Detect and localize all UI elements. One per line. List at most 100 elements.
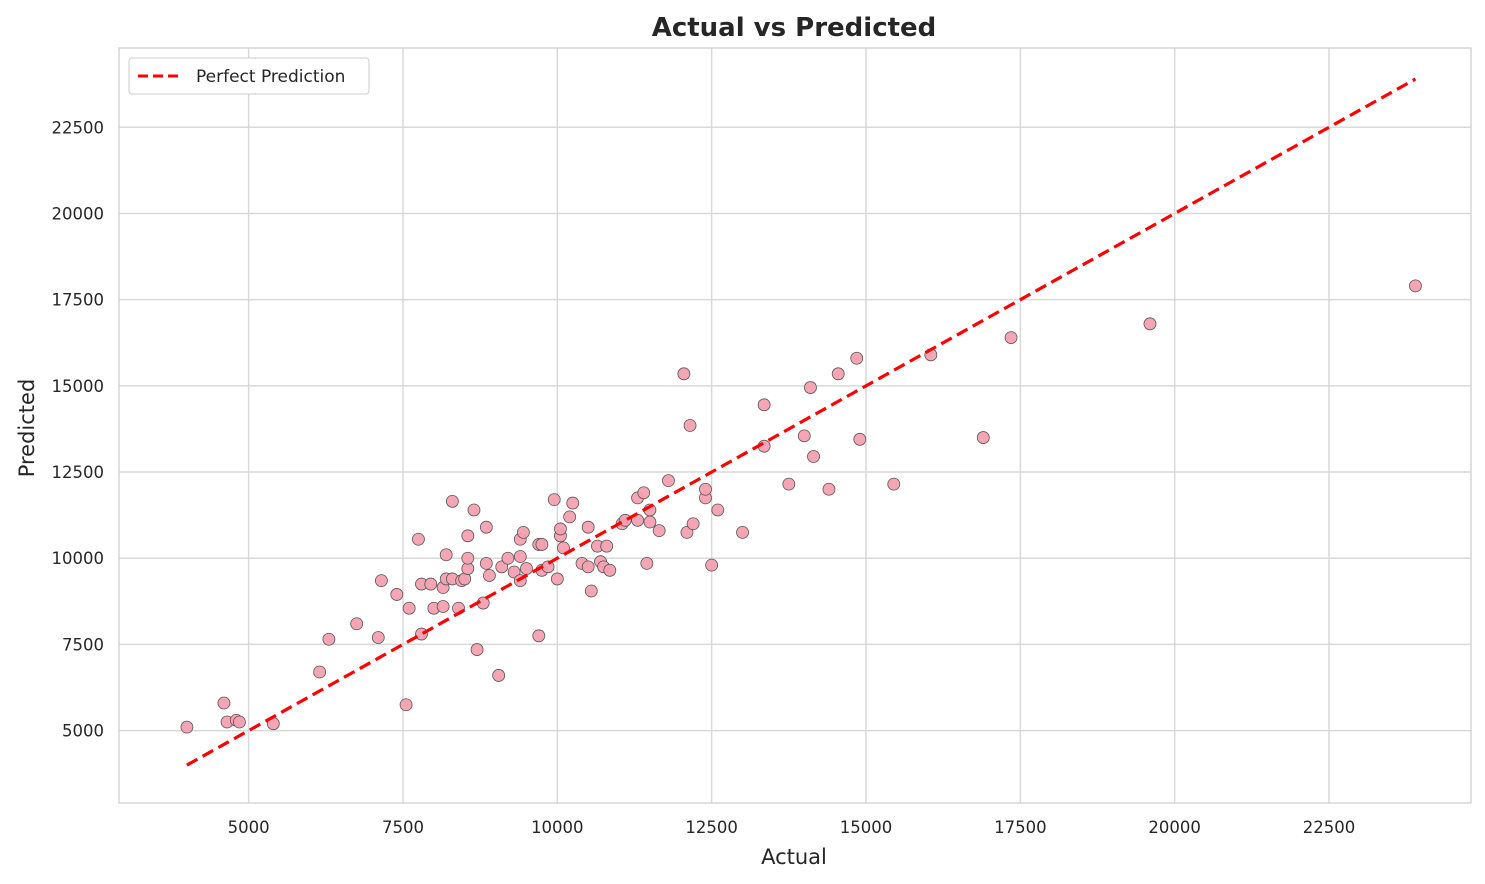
scatter-point bbox=[557, 541, 570, 555]
scatter-point bbox=[350, 617, 364, 631]
scatter-point bbox=[652, 524, 666, 538]
scatter-point bbox=[461, 551, 475, 565]
scatter-point bbox=[699, 482, 712, 496]
scatter-point bbox=[1143, 317, 1157, 331]
scatter-point bbox=[976, 431, 990, 444]
scatter-point bbox=[439, 548, 453, 562]
y-tick-label: 17500 bbox=[52, 291, 105, 310]
legend-label: Perfect Prediction bbox=[196, 67, 345, 87]
scatter-point bbox=[782, 477, 796, 491]
x-tick-label: 7500 bbox=[382, 818, 424, 837]
x-tick-label: 22500 bbox=[1303, 818, 1356, 837]
x-tick-label: 17500 bbox=[994, 818, 1047, 837]
x-tick-labels: 5000 7500 10000 12500 15000 17500 20000 22500 bbox=[228, 818, 1356, 837]
scatter-point bbox=[640, 556, 654, 570]
legend: Perfect Prediction bbox=[128, 57, 370, 95]
scatter-point bbox=[483, 569, 496, 582]
data-points bbox=[180, 77, 1422, 767]
scatter-point bbox=[535, 538, 549, 551]
y-tick-label: 20000 bbox=[52, 204, 105, 223]
scatter-point bbox=[736, 525, 749, 539]
x-tick-label: 5000 bbox=[228, 818, 270, 837]
chart-title: Actual vs Predicted bbox=[652, 13, 937, 43]
x-tick-label: 12500 bbox=[685, 818, 738, 837]
scatter-point bbox=[850, 351, 864, 365]
scatter-point bbox=[547, 493, 561, 507]
perfect-prediction-line bbox=[186, 77, 1417, 767]
y-tick-label: 15000 bbox=[52, 377, 105, 396]
y-tick-labels: 5000 7500 10000 12500 15000 17500 20000 22500 bbox=[52, 118, 105, 740]
x-tick-label: 20000 bbox=[1148, 818, 1201, 837]
legend-box bbox=[128, 57, 370, 95]
scatter-point bbox=[322, 632, 336, 646]
scatter-point bbox=[374, 574, 388, 588]
y-axis-label: Predicted bbox=[15, 379, 39, 478]
scatter-point bbox=[479, 520, 493, 534]
scatter-point bbox=[232, 715, 246, 729]
scatter-point bbox=[516, 525, 530, 539]
scatter-point bbox=[804, 381, 817, 394]
scatter-point bbox=[479, 556, 493, 570]
scatter-point bbox=[643, 515, 657, 529]
y-tick-label: 10000 bbox=[52, 549, 105, 568]
scatter-point bbox=[554, 522, 567, 536]
scatter-point bbox=[683, 419, 697, 432]
scatter-point bbox=[757, 398, 771, 412]
scatter-point bbox=[445, 494, 459, 508]
x-tick-label: 15000 bbox=[840, 818, 893, 837]
scatter-point bbox=[677, 367, 691, 381]
scatter-point bbox=[461, 529, 475, 543]
scatter-point bbox=[550, 572, 564, 586]
scatter-point bbox=[822, 482, 836, 496]
scatter-point bbox=[584, 584, 598, 598]
scatter-point bbox=[686, 517, 700, 531]
grid bbox=[119, 48, 1471, 803]
scatter-point bbox=[520, 562, 533, 575]
scatter-point bbox=[507, 565, 521, 579]
y-tick-label: 12500 bbox=[52, 463, 105, 482]
scatter-point bbox=[563, 510, 577, 524]
scatter-point bbox=[313, 665, 327, 679]
scatter-point bbox=[402, 601, 416, 615]
scatter-point bbox=[513, 550, 527, 563]
scatter-point bbox=[1004, 331, 1018, 344]
scatter-point bbox=[637, 486, 651, 500]
x-tick-label: 10000 bbox=[531, 818, 584, 837]
scatter-point bbox=[581, 520, 595, 534]
scatter-point bbox=[412, 532, 425, 546]
y-tick-label: 7500 bbox=[62, 635, 104, 654]
scatter-point bbox=[566, 496, 580, 510]
scatter-point bbox=[495, 560, 509, 574]
scatter-point bbox=[1409, 279, 1422, 293]
scatter-point bbox=[532, 629, 546, 643]
scatter-point bbox=[180, 720, 194, 734]
scatter-point bbox=[680, 525, 694, 539]
scatter-point bbox=[807, 450, 820, 463]
scatter-point bbox=[603, 563, 617, 577]
scatter-point bbox=[470, 643, 484, 656]
scatter-point bbox=[662, 474, 675, 488]
scatter-point bbox=[853, 432, 867, 446]
y-tick-label: 22500 bbox=[52, 118, 105, 137]
scatter-point bbox=[390, 588, 404, 601]
scatter-point bbox=[371, 631, 385, 644]
y-tick-label: 5000 bbox=[62, 722, 104, 741]
scatter-point bbox=[501, 551, 515, 565]
scatter-point bbox=[492, 669, 506, 682]
scatter-point bbox=[831, 367, 845, 381]
scatter-point bbox=[467, 503, 481, 517]
scatter-point bbox=[424, 577, 438, 591]
scatter-point bbox=[797, 429, 811, 443]
scatter-point bbox=[705, 558, 719, 572]
scatter-point bbox=[581, 560, 595, 574]
plot-frame bbox=[118, 47, 1472, 804]
scatter-point bbox=[600, 539, 614, 553]
x-axis-label: Actual bbox=[761, 845, 827, 869]
scatter-point bbox=[887, 477, 901, 491]
scatter-point bbox=[399, 698, 413, 712]
scatter-point bbox=[217, 696, 231, 710]
scatter-point bbox=[436, 600, 450, 613]
scatter-point bbox=[711, 503, 725, 517]
